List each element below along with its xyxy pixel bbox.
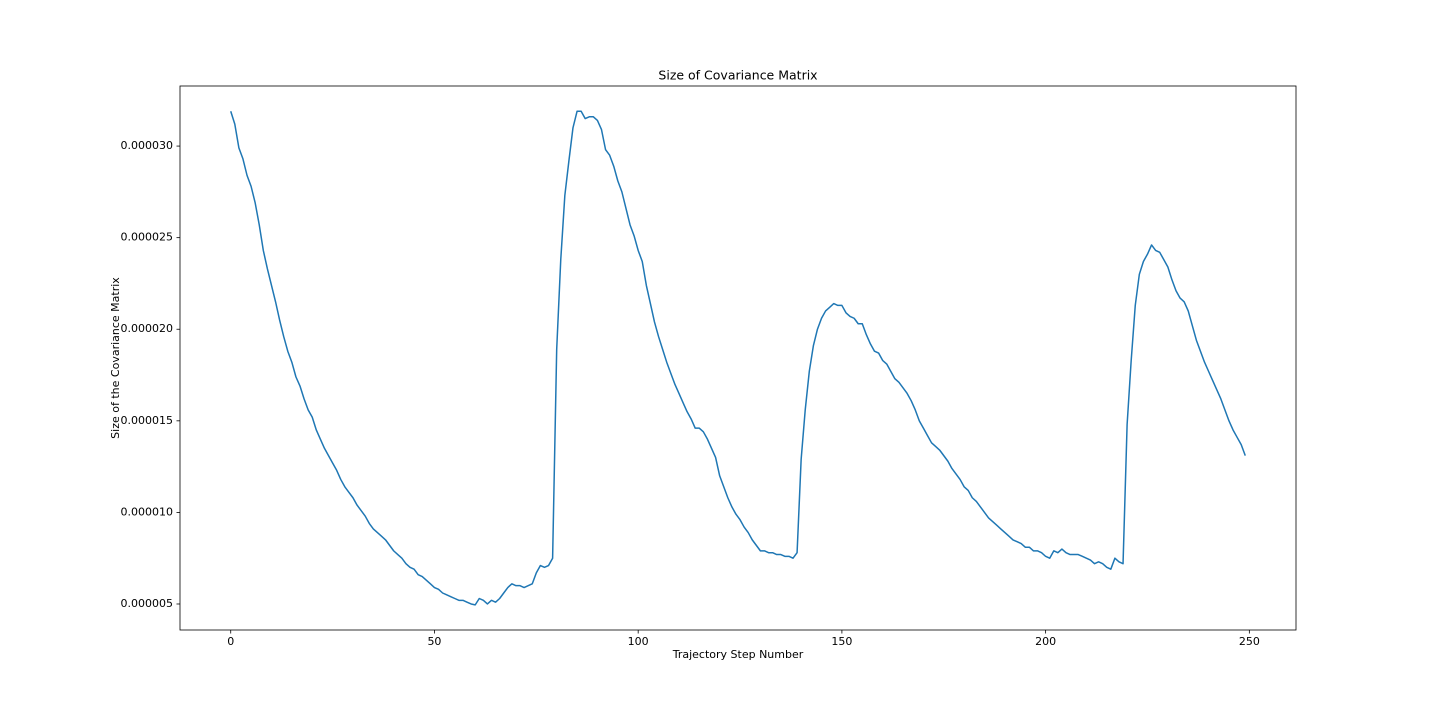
x-tick-label: 0	[227, 635, 234, 648]
y-tick-label: 0.000030	[121, 139, 174, 152]
x-tick-label: 50	[427, 635, 441, 648]
data-line	[230, 110, 1246, 606]
y-tick-label: 0.000005	[121, 597, 174, 610]
x-tick-label: 250	[1239, 635, 1260, 648]
chart-title: Size of Covariance Matrix	[658, 68, 817, 83]
plot-frame	[179, 85, 1297, 631]
y-axis-label: Size of the Covariance Matrix	[109, 277, 122, 439]
x-tick-label: 100	[628, 635, 649, 648]
x-tick-label: 150	[831, 635, 852, 648]
y-tick-label: 0.000025	[121, 231, 174, 244]
y-tick-label: 0.000020	[121, 322, 174, 335]
y-tick-label: 0.000010	[121, 505, 174, 518]
x-tick-label: 200	[1035, 635, 1056, 648]
x-axis-label: Trajectory Step Number	[672, 648, 804, 661]
y-tick-label: 0.000015	[121, 414, 174, 427]
